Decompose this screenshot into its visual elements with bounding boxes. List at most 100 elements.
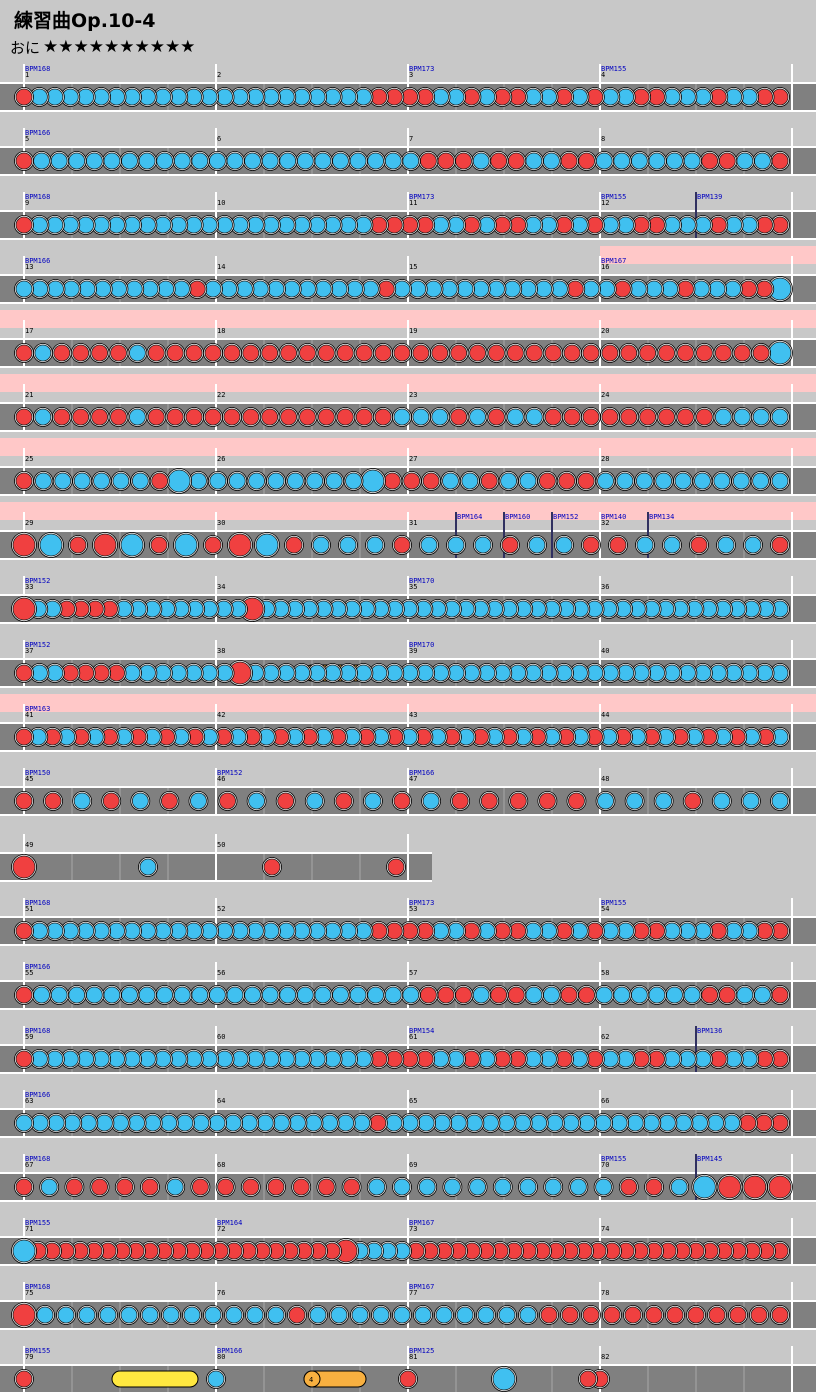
ka-note xyxy=(261,986,279,1004)
ka-note xyxy=(616,472,634,490)
don-note xyxy=(579,1370,597,1388)
ka-note xyxy=(279,152,297,170)
don-note xyxy=(204,408,222,426)
ka-note xyxy=(630,986,648,1004)
big-ka-note xyxy=(120,533,144,557)
don-note xyxy=(15,664,33,682)
bar-number: 28 xyxy=(601,455,609,463)
ka-note xyxy=(31,280,49,298)
bar-number: 2 xyxy=(217,71,221,79)
don-note xyxy=(242,408,260,426)
ka-note xyxy=(261,152,279,170)
don-note xyxy=(44,792,62,810)
ka-note xyxy=(425,280,442,298)
ka-note xyxy=(306,792,324,810)
ka-note xyxy=(447,536,465,554)
don-note xyxy=(72,344,90,362)
bpm-label: BPM155 xyxy=(601,193,626,201)
ka-note xyxy=(364,792,382,810)
ka-note xyxy=(78,1306,96,1324)
don-note xyxy=(609,536,627,554)
ka-note xyxy=(610,1114,628,1132)
ka-note xyxy=(251,280,269,298)
ka-note xyxy=(670,1178,688,1196)
bpm-label: BPM167 xyxy=(601,257,626,265)
ka-note xyxy=(723,1114,741,1132)
ka-note xyxy=(208,152,226,170)
don-note xyxy=(645,1306,663,1324)
don-note xyxy=(639,344,657,362)
big-ka-note xyxy=(492,1367,516,1391)
ka-note xyxy=(160,1114,178,1132)
ka-note xyxy=(236,280,253,298)
bar-number: 65 xyxy=(409,1097,417,1105)
ka-note xyxy=(47,280,64,298)
don-note xyxy=(223,344,241,362)
don-note xyxy=(488,344,505,362)
bar-number: 18 xyxy=(217,327,225,335)
ka-note xyxy=(50,152,68,170)
ka-note xyxy=(112,472,130,490)
don-note xyxy=(288,1306,306,1324)
ka-note xyxy=(138,986,156,1004)
don-note xyxy=(658,408,675,426)
don-note xyxy=(614,280,631,298)
ka-note xyxy=(367,152,385,170)
don-note xyxy=(217,1178,235,1196)
ka-note xyxy=(472,152,490,170)
ka-note xyxy=(306,472,324,490)
ka-note xyxy=(570,1178,587,1196)
ka-note xyxy=(248,792,266,810)
ka-note xyxy=(488,280,505,298)
don-note xyxy=(292,1178,310,1196)
bpm-label: BPM170 xyxy=(409,577,434,585)
don-note xyxy=(15,152,33,170)
ka-note xyxy=(744,536,762,554)
ka-note xyxy=(530,1114,548,1132)
ka-note xyxy=(125,280,143,298)
don-note xyxy=(110,344,127,362)
don-note xyxy=(399,1370,417,1388)
ka-note xyxy=(79,1114,97,1132)
ka-note xyxy=(128,1114,145,1132)
don-note xyxy=(739,1114,757,1132)
ka-note xyxy=(366,536,384,554)
ka-note xyxy=(33,152,50,170)
ka-note xyxy=(385,1114,403,1132)
don-note xyxy=(733,344,751,362)
ka-note xyxy=(349,152,367,170)
ka-note xyxy=(507,408,524,426)
ka-note xyxy=(283,280,301,298)
bpm-label: BPM170 xyxy=(409,641,434,649)
don-note xyxy=(15,216,33,234)
don-note xyxy=(729,1306,747,1324)
ka-note xyxy=(595,986,613,1004)
ka-note xyxy=(73,792,91,810)
bar-number: 68 xyxy=(217,1161,225,1169)
don-note xyxy=(601,344,619,362)
ka-note xyxy=(393,1306,411,1324)
don-note xyxy=(677,408,694,426)
don-note xyxy=(666,1306,684,1324)
ka-note xyxy=(362,280,379,298)
ka-note xyxy=(332,986,349,1004)
don-note xyxy=(690,536,708,554)
ka-note xyxy=(63,1114,81,1132)
ka-note xyxy=(36,1306,54,1324)
ka-note xyxy=(655,792,673,810)
don-note xyxy=(166,344,184,362)
bar-number: 63 xyxy=(25,1097,33,1105)
big-ka-note xyxy=(693,1175,716,1199)
don-note xyxy=(538,792,556,810)
bpm-label: BPM166 xyxy=(25,129,50,137)
don-note xyxy=(771,986,789,1004)
bpm-label: BPM166 xyxy=(25,1091,50,1099)
ka-note xyxy=(733,408,751,426)
don-note xyxy=(15,1050,33,1068)
don-note xyxy=(69,536,87,554)
bar-number: 78 xyxy=(601,1289,609,1297)
ka-note xyxy=(500,472,518,490)
bar-number: 54 xyxy=(601,905,609,913)
ka-note xyxy=(166,1178,184,1196)
bpm-label: BPM152 xyxy=(553,513,578,521)
